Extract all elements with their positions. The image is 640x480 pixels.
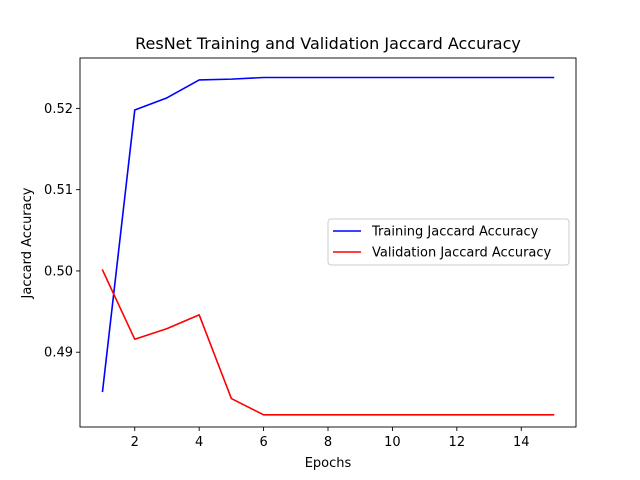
chart-title: ResNet Training and Validation Jaccard A…: [135, 34, 521, 53]
x-tick-label: 8: [324, 435, 332, 450]
legend-box: [327, 218, 570, 266]
y-tick-label: 0.50: [44, 264, 73, 279]
legend-label-0: Training Jaccard Accuracy: [371, 225, 539, 240]
x-tick-label: 14: [513, 435, 530, 450]
y-tick-label: 0.51: [44, 183, 73, 198]
legend: Training Jaccard Accuracy Validation Jacc…: [327, 218, 570, 266]
y-tick-label: 0.52: [44, 102, 73, 117]
y-tick-label: 0.49: [44, 346, 73, 361]
y-axis-title: Jaccard Accuracy: [20, 187, 35, 299]
plot-area: [101, 76, 555, 416]
legend-label-1: Validation Jaccard Accuracy: [372, 246, 552, 261]
x-tick-label: 10: [384, 435, 401, 450]
x-axis-title: Epochs: [305, 456, 352, 471]
x-tick-label: 4: [195, 435, 203, 450]
x-tick-label: 2: [131, 435, 139, 450]
x-tick-label: 6: [259, 435, 267, 450]
axes: 2 4 6 8 10 12 14 0.49 0.50 0.51 0.52: [44, 57, 577, 450]
x-tick-label: 12: [449, 435, 466, 450]
